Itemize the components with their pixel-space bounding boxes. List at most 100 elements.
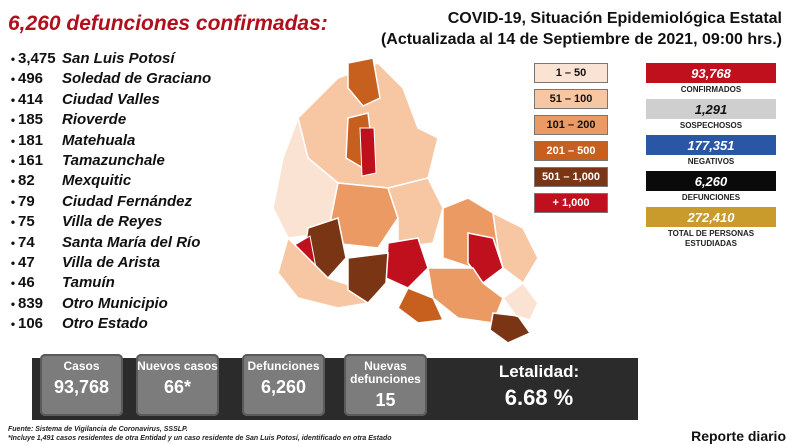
list-item-value: 74 [18, 233, 35, 251]
municipality-list: • 3,475 San Luis Potosí • 496 Soledad de Grac… [8, 50, 211, 335]
list-item-name: San Luis Potosí [62, 50, 175, 67]
title-line-2: (Actualizada al 14 de Septiembre de 2021… [380, 31, 782, 48]
list-item: • 414 Ciudad Valles [8, 91, 211, 111]
list-item-name: Otro Municipio [62, 294, 168, 312]
stat-label: CONFIRMADOS [680, 85, 742, 94]
page-title: COVID-19, Situación Epidemiológica Estat… [381, 8, 782, 50]
legend-item: 51 – 100 [534, 89, 608, 109]
stat-label: NEGATIVOS [687, 157, 735, 166]
map-region-strip [359, 127, 377, 177]
stat-value: 272,410 [646, 207, 776, 227]
list-item: • 3,475 San Luis Potosí [8, 50, 211, 70]
card-nuevos-casos-label: Nuevos casos [137, 359, 218, 373]
list-item: • 75 Villa de Reyes [8, 213, 211, 233]
bullet-icon: • [10, 296, 16, 311]
card-defunciones: Defunciones 6,260 [242, 354, 325, 416]
list-item: • 74 Santa María del Río [8, 234, 211, 254]
map-region-huasteca-east [492, 211, 539, 285]
list-item-name: Mexquitic [62, 172, 132, 190]
title-line-1: COVID-19, Situación Epidemiológica Estat… [447, 10, 782, 27]
card-nuevas-defunciones: Nuevas defunciones 15 [344, 354, 427, 416]
card-casos: Casos 93,768 [40, 354, 123, 416]
list-item: • 47 Villa de Arista [8, 254, 211, 274]
list-item-name: Rioverde [62, 111, 127, 129]
list-item: • 46 Tamuín [8, 274, 211, 294]
stat-item: 1,291 SOSPECHOSOS [646, 99, 776, 131]
list-item: • 106 Otro Estado [8, 315, 211, 335]
list-item-name: Villa de Arista [62, 253, 161, 271]
card-casos-value: 93,768 [53, 377, 110, 397]
stat-item: 6,260 DEFUNCIONES [646, 171, 776, 203]
footer-source-line: Fuente: Sistema de Vigilancia de Coronav… [8, 426, 188, 433]
map-region-southeast [501, 281, 539, 321]
card-casos-label: Casos [63, 359, 100, 373]
list-item-value: 79 [18, 192, 35, 210]
bullet-icon: • [10, 215, 16, 230]
list-item-value: 75 [18, 213, 35, 231]
stat-item: 93,768 CONFIRMADOS [646, 63, 776, 95]
bullet-icon: • [10, 276, 16, 291]
map-region-south-center [347, 252, 389, 304]
list-item: • 161 Tamazunchale [8, 152, 211, 172]
list-item-value: 82 [18, 172, 35, 190]
stat-label: DEFUNCIONES [681, 193, 741, 202]
state-map [272, 58, 539, 344]
stat-value: 6,260 [646, 171, 776, 191]
stat-item: 272,410 TOTAL DE PERSONAS ESTUDIADAS [646, 207, 776, 249]
card-letalidad-value: 6.68 % [504, 385, 574, 410]
list-item-name: Villa de Reyes [62, 213, 163, 231]
list-item-name: Otro Estado [62, 315, 148, 333]
list-item-name: Santa María del Río [62, 233, 201, 251]
list-item-value: 414 [18, 90, 44, 108]
card-nuevas-defunciones-label: Nuevas defunciones [350, 359, 421, 386]
list-item-name: Tamuín [62, 274, 115, 292]
list-item: • 185 Rioverde [8, 111, 211, 131]
map-legend: 1 – 50 51 – 100 101 – 200 201 – 500 501 – 1,… [534, 63, 608, 219]
list-item-name: Ciudad Fernández [62, 192, 193, 210]
bullet-icon: • [10, 113, 16, 128]
list-item-name: Matehuala [62, 131, 136, 149]
list-item-value: 161 [18, 151, 44, 169]
list-item-value: 496 [18, 70, 44, 88]
bullet-icon: • [10, 235, 16, 250]
card-defunciones-label: Defunciones [247, 359, 320, 373]
card-nuevos-casos: Nuevos casos 66* [136, 354, 219, 416]
stat-item: 177,351 NEGATIVOS [646, 135, 776, 167]
card-defunciones-value: 6,260 [260, 377, 307, 397]
card-nuevas-defunciones-value: 15 [375, 390, 396, 410]
map-region-matehuala [347, 58, 381, 107]
list-item: • 79 Ciudad Fernández [8, 193, 211, 213]
card-letalidad-label: Letalidad: [498, 362, 580, 381]
map-region-south-west [277, 236, 370, 309]
bullet-icon: • [10, 317, 16, 332]
list-item-name: Ciudad Valles [62, 90, 160, 108]
summary-strip [32, 358, 638, 420]
bullet-icon: • [10, 133, 16, 148]
report-label: Reporte diario [691, 428, 786, 444]
map-region-huasteca-south [427, 267, 504, 324]
list-item-name: Soledad de Graciano [62, 70, 212, 88]
bullet-icon: • [10, 153, 16, 168]
stat-value: 177,351 [646, 135, 776, 155]
legend-item: 1 – 50 [534, 63, 608, 83]
list-item: • 181 Matehuala [8, 132, 211, 152]
legend-item: 501 – 1,000 [534, 167, 608, 187]
bullet-icon: • [10, 52, 16, 66]
map-region-rioverde [385, 237, 429, 289]
stat-value: 93,768 [646, 63, 776, 83]
list-item: • 82 Mexquitic [8, 172, 211, 192]
list-item-value: 185 [18, 111, 44, 129]
list-item-name: Tamazunchale [62, 151, 165, 169]
list-item-value: 46 [18, 274, 35, 292]
legend-item: 101 – 200 [534, 115, 608, 135]
footer-source: Fuente: Sistema de Vigilancia de Coronav… [8, 425, 392, 443]
list-item: • 839 Otro Municipio [8, 295, 211, 315]
bullet-icon: • [10, 194, 16, 209]
stats-panel: 93,768 CONFIRMADOS 1,291 SOSPECHOSOS 177,351… [646, 63, 776, 253]
footer-note: *Incluye 1,491 casos residentes de otra … [8, 435, 392, 442]
stat-label: SOSPECHOSOS [679, 121, 743, 130]
headline: 6,260 defunciones confirmadas: [8, 12, 328, 35]
list-item-value: 47 [18, 253, 35, 271]
map-region-tamazunchale [489, 312, 532, 344]
legend-item: 201 – 500 [534, 141, 608, 161]
